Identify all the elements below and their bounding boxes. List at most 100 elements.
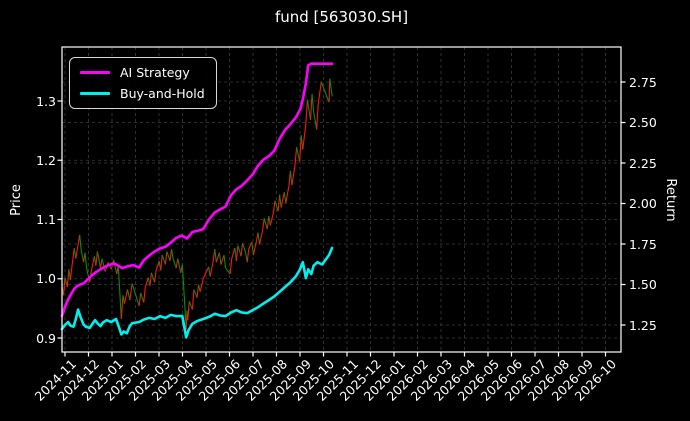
fund-price-line-segment [187, 301, 190, 321]
fund-price-line-segment [208, 266, 211, 277]
fund-price-line-segment [144, 277, 149, 288]
fund-price-line-segment [285, 186, 290, 204]
fund-price-line-segment [90, 256, 95, 272]
fund-price-line-segment [311, 93, 315, 112]
price-tick-label: 1.3 [36, 93, 56, 109]
return-tick-label: 2.75 [629, 74, 657, 90]
fund-price-line-segment [248, 241, 253, 250]
fund-price-line-segment [209, 260, 214, 277]
ai-strategy-line-swatch [80, 70, 110, 75]
fund-price-line-segment [237, 245, 242, 257]
fund-price-line-segment [113, 259, 118, 275]
fund-price-line-segment [101, 258, 106, 272]
fund-price-line-segment [175, 258, 179, 269]
return-tick-label: 1.50 [629, 277, 657, 292]
fund-price-line-segment [225, 267, 231, 275]
fund-price-line-segment [99, 258, 103, 269]
fund-price-line-segment [242, 243, 247, 253]
fund-price-line-segment [117, 265, 122, 320]
ai-strategy-line [60, 62, 334, 318]
fund-price-line-segment [313, 111, 318, 130]
fund-price-line-segment [155, 260, 160, 271]
fund-price-line-segment [259, 230, 264, 245]
fund-price-line-segment [306, 99, 312, 121]
fund-price-line-segment [166, 251, 171, 262]
fund-price-line-segment [181, 264, 187, 330]
fund-price-line-segment [177, 258, 182, 273]
fund-price-line-segment [251, 241, 254, 256]
fund-price-line-segment [320, 81, 330, 103]
fund-price-line-segment [160, 254, 163, 271]
legend: AI Strategy Buy-and-Hold [69, 57, 217, 109]
fund-price-line-segment [84, 252, 88, 269]
fund-price-line-segment [262, 218, 265, 231]
fund-price-line-segment [309, 93, 313, 120]
fund-price-line-segment [150, 272, 156, 283]
fund-price-line-segment [164, 251, 168, 265]
price-tick-label: 1.0 [36, 271, 56, 287]
price-tick-label: 1.2 [36, 152, 56, 168]
fund-price-line-segment [235, 245, 239, 262]
return-tick-label: 2.50 [629, 115, 657, 130]
fund-price-line-segment [202, 266, 210, 279]
fund-price-line-segment [96, 251, 102, 269]
fund-price-line-segment [169, 249, 173, 262]
fund-price-line-segment [223, 254, 227, 269]
fund-price-line-segment [199, 278, 204, 292]
fund-price-line-segment [218, 252, 222, 265]
fund-price-line-segment [143, 286, 146, 303]
buy-and-hold-line-swatch [80, 91, 110, 96]
buy-and-hold-line [60, 246, 334, 339]
fund-price-line-segment [193, 289, 198, 298]
fund-price-line-segment [80, 250, 85, 263]
fund-price-line-segment [280, 192, 285, 208]
fund-price-line-segment [240, 243, 244, 257]
fund-price-line-segment [246, 249, 250, 263]
fund-price-line-segment [215, 252, 220, 263]
fund-price-line-segment [69, 259, 74, 280]
fund-price-line-segment [123, 289, 129, 304]
price-tick-label: 0.9 [36, 330, 56, 346]
price-axis-label: Price [9, 184, 24, 216]
fund-price-line-segment [95, 251, 98, 266]
fund-price-line-segment [294, 147, 298, 166]
fund-price-line-segment [66, 269, 70, 288]
fund-price-line-segment [172, 258, 177, 269]
fund-price-line-segment [279, 194, 282, 208]
fund-price-line-segment [317, 81, 322, 105]
fund-price-line-segment [86, 267, 91, 283]
return-axis-label: Return [663, 178, 678, 222]
fund-price-line-segment [274, 200, 279, 212]
price-tick-label: 1.1 [36, 212, 56, 227]
fund-price-line-segment [316, 103, 319, 130]
fund-price-line-segment [283, 192, 287, 203]
fund-price-line-segment [75, 244, 79, 259]
fund-price-line-segment [79, 234, 82, 251]
fund-price-line-segment [268, 215, 271, 226]
fund-price-line-segment [120, 295, 124, 320]
fund-price-line-segment [329, 78, 333, 97]
fund-price-line-segment [154, 270, 157, 283]
return-tick-label: 1.75 [629, 236, 657, 252]
legend-label-buy-and-hold: Buy-and-Hold [120, 86, 205, 101]
fund-price-line-segment [149, 272, 153, 286]
fund-price-line-segment [231, 247, 236, 259]
fund-price-line-segment [229, 258, 233, 275]
fund-price-line-segment [161, 254, 166, 265]
fund-price-line-segment [220, 254, 225, 265]
fund-price-line-segment [188, 301, 193, 310]
axes-spine [61, 46, 622, 353]
fund-price-line-segment [328, 78, 331, 103]
fund-price-line-segment [191, 289, 195, 310]
fund-price-line-segment [263, 218, 268, 230]
return-tick-label: 2.25 [629, 155, 657, 171]
fund-price-line-segment [269, 212, 274, 226]
fund-price-line-segment [272, 200, 276, 213]
fund-price-line-segment [257, 232, 261, 245]
chart-title: fund [563030.SH] [274, 8, 409, 26]
fund-price-line-segment [302, 123, 307, 150]
fund-price-line-segment [291, 164, 296, 186]
fund-price-line-segment [140, 292, 145, 303]
